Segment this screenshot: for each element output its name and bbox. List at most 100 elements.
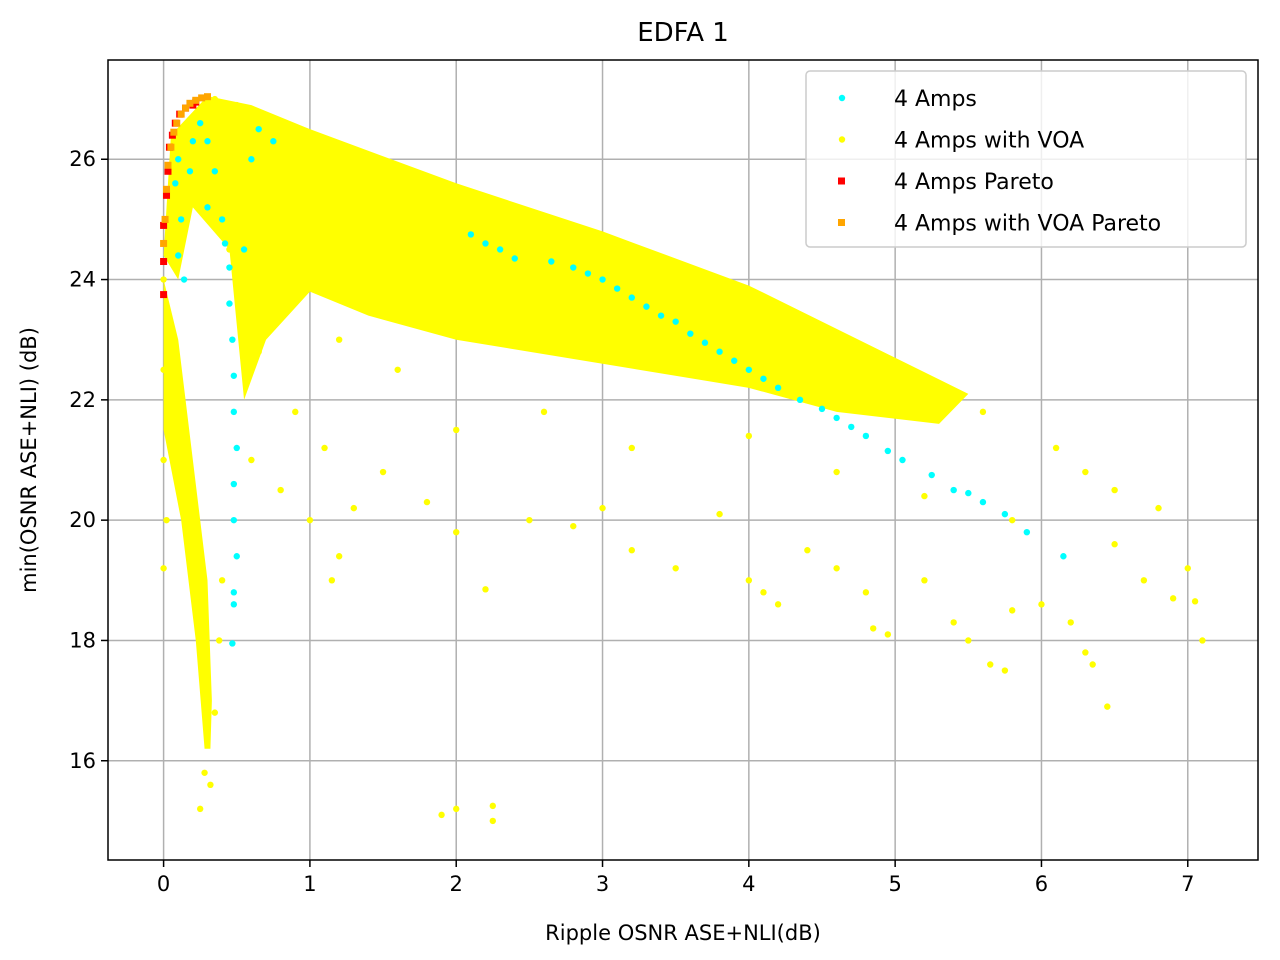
data-point [221, 240, 229, 247]
plot-frame [107, 59, 1259, 861]
data-point [248, 156, 255, 163]
data-point [1111, 486, 1118, 494]
data-point [163, 191, 171, 199]
data-point [950, 486, 957, 494]
data-point [950, 619, 957, 626]
data-point [192, 96, 200, 104]
data-point [160, 258, 168, 266]
data-point [335, 336, 343, 343]
data-point [173, 119, 181, 127]
data-point [672, 288, 679, 295]
data-point [987, 661, 994, 668]
series-1 [167, 119, 1067, 647]
data-point [186, 168, 194, 175]
data-point [482, 586, 489, 593]
data-point [163, 516, 170, 524]
data-point [1001, 667, 1009, 674]
density-region [163, 96, 969, 749]
data-point [233, 444, 240, 452]
data-point [540, 408, 548, 416]
data-point [248, 456, 255, 464]
legend-label: 4 Amps [894, 87, 977, 112]
data-point [745, 577, 753, 584]
data-point [548, 258, 555, 265]
data-point [884, 447, 892, 455]
data-point [613, 285, 621, 292]
chart-title: EDFA 1 [637, 18, 729, 48]
data-point [164, 167, 172, 175]
data-point [255, 348, 262, 355]
data-point [1140, 577, 1148, 584]
data-point [161, 215, 169, 223]
data-point [164, 161, 172, 169]
data-point [211, 709, 219, 716]
legend-label: 4 Amps with VOA [894, 129, 1084, 154]
data-point [306, 138, 314, 145]
data-point [226, 264, 233, 271]
data-point [240, 246, 248, 253]
data-point [230, 408, 238, 416]
data-point [1104, 703, 1111, 710]
x-tick-label: 3 [596, 872, 609, 896]
data-point [230, 372, 238, 379]
data-point [233, 553, 240, 560]
data-point [1052, 444, 1060, 452]
data-point [292, 408, 299, 416]
y-tick-label: 22 [69, 388, 96, 412]
data-point [211, 168, 219, 175]
data-point [833, 414, 840, 422]
data-point [496, 246, 504, 253]
data-point [182, 486, 189, 494]
data-point [833, 468, 840, 476]
data-point [701, 339, 709, 346]
data-point [745, 366, 753, 373]
data-point [230, 601, 238, 608]
data-point [1191, 598, 1199, 605]
data-point [218, 577, 226, 584]
x-tick-label: 1 [303, 872, 316, 896]
data-point [229, 640, 236, 647]
data-point [511, 255, 518, 262]
data-point [1169, 595, 1177, 602]
data-point [379, 468, 387, 476]
data-point [1155, 504, 1162, 512]
data-point [979, 498, 987, 506]
x-tick-label: 0 [157, 872, 170, 896]
data-point [1082, 468, 1089, 476]
data-point [965, 489, 972, 497]
x-axis-label: Ripple OSNR ASE+NLI(dB) [545, 921, 821, 945]
data-point [186, 99, 194, 107]
data-point [379, 168, 387, 175]
voa-density-fill [163, 96, 969, 424]
data-point [453, 426, 460, 434]
data-point [175, 426, 182, 434]
data-point [716, 510, 723, 518]
data-point [335, 553, 343, 560]
data-point [215, 637, 223, 644]
data-points [160, 93, 1206, 825]
series-4 [160, 93, 211, 247]
data-point [233, 101, 240, 109]
legend-marker [838, 219, 845, 226]
data-point [198, 94, 206, 102]
data-point [1089, 661, 1096, 668]
data-point [899, 456, 906, 464]
legend-marker [838, 177, 845, 185]
x-tick-label: 2 [450, 872, 463, 896]
data-point [1038, 601, 1045, 608]
x-tick-label: 7 [1181, 872, 1194, 896]
data-point [229, 336, 236, 343]
data-point [201, 667, 208, 674]
data-point [774, 601, 782, 608]
data-point [160, 456, 167, 464]
data-point [230, 516, 238, 524]
data-point [526, 216, 533, 223]
data-point [716, 348, 723, 355]
data-point [1184, 565, 1191, 572]
data-point [921, 492, 928, 500]
x-tick-label: 6 [1035, 872, 1048, 896]
data-point [848, 423, 855, 431]
data-point [196, 805, 204, 813]
data-point [204, 727, 211, 734]
